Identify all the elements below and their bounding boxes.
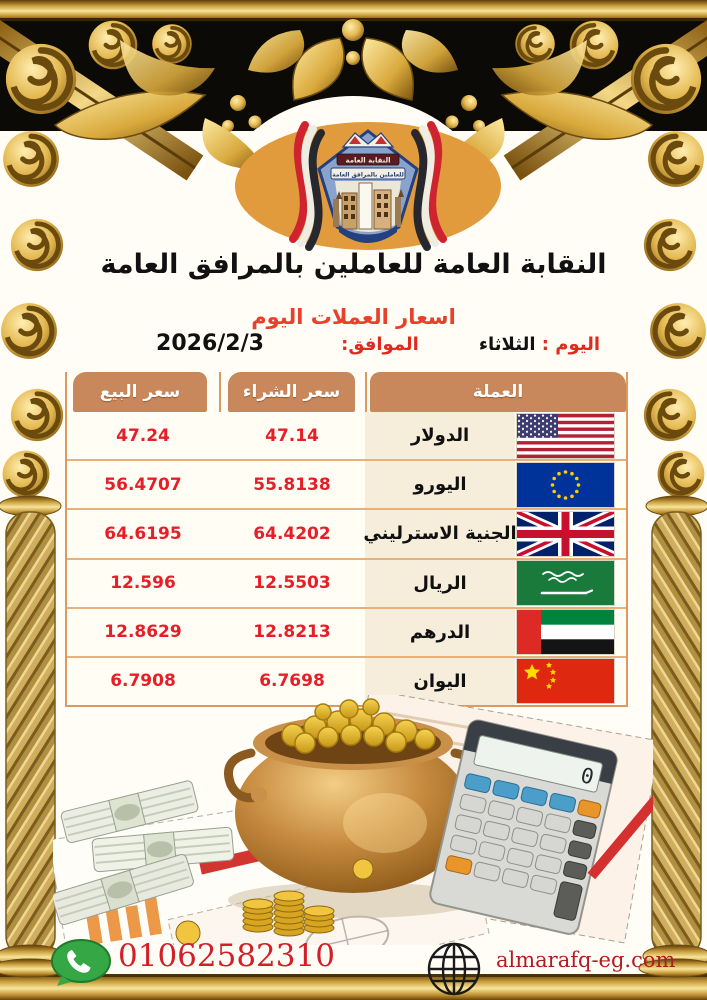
day-label: اليوم : (541, 334, 600, 355)
page-title: النقابة العامة للعاملين بالمرافق العامة (100, 249, 607, 280)
gbp-sell-price: 64.6195 (104, 523, 182, 544)
globe-icon (427, 942, 481, 996)
eur-sell-price: 56.4707 (104, 474, 182, 495)
pencil (587, 788, 653, 880)
day-value: الثلاثاء (478, 334, 536, 355)
gbp-buy-price: 64.4202 (253, 523, 331, 544)
emblem-banner-bottom: للعاملين بالمرافق العامة (332, 172, 404, 179)
flag-ae-icon (517, 610, 614, 655)
eur-currency-name: اليورو (365, 461, 515, 509)
rates-table: سعر البيع سعر الشراء العملة 47.24 47.14 … (65, 372, 630, 708)
table-row-sar: 12.596 12.5503 الريال (67, 559, 626, 609)
union-logo: النقابة العامة للعاملين بالمرافق العامة (235, 121, 501, 251)
column-header-sell: سعر البيع (73, 372, 207, 412)
aed-currency-name: الدرهم (365, 608, 515, 656)
money-illustration: 0 (53, 695, 653, 945)
union-emblem: النقابة العامة للعاملين بالمرافق العامة (317, 129, 419, 243)
calculator-keys (445, 773, 602, 921)
egypt-flag-ribbon-right (411, 121, 447, 251)
table-row-aed: 12.8629 12.8213 الدرهم (67, 608, 626, 658)
usd-sell-price: 47.24 (116, 425, 170, 446)
cny-buy-price: 6.7698 (259, 671, 325, 692)
aed-buy-price: 12.8213 (253, 622, 331, 643)
cny-sell-price: 6.7908 (110, 671, 176, 692)
money-stacks (53, 780, 235, 926)
phone-number[interactable]: 01062582310 (118, 938, 335, 974)
table-row-gbp: 64.6195 64.4202 الجنية الاسترليني (67, 507, 626, 561)
usd-currency-name: الدولار (365, 412, 515, 460)
phone-handset-glyph (67, 950, 91, 973)
gbp-currency-name: الجنية الاسترليني (363, 510, 517, 558)
gold-coins-heap (281, 698, 436, 754)
emblem-banner-top: النقابة العامة (345, 157, 390, 165)
page-subtitle: اسعار العملات اليوم (251, 305, 456, 329)
usd-buy-price: 47.14 (265, 425, 319, 446)
date-match-label: الموافق: (341, 334, 419, 355)
egypt-flag-ribbon-left (289, 121, 325, 251)
sar-sell-price: 12.596 (110, 573, 176, 594)
flag-sa-icon (517, 561, 614, 606)
calculator-display: 0 (578, 763, 596, 789)
emblem-windows (344, 194, 388, 219)
flag-eu-icon (517, 462, 614, 507)
table-border-right (626, 372, 628, 707)
flag-us-icon (517, 413, 614, 458)
aed-sell-price: 12.8629 (104, 622, 182, 643)
table-row-usd: 47.24 47.14 الدولار (67, 412, 626, 462)
table-body: 47.24 47.14 الدولار (67, 412, 626, 708)
whatsapp-icon (51, 939, 111, 986)
arch-scrolls (248, 19, 458, 101)
table-row-eur: 56.4707 55.8138 اليورو (67, 461, 626, 511)
flag-gb-icon (515, 507, 616, 561)
left-column (0, 131, 69, 978)
column-header-buy: سعر الشراء (228, 372, 355, 412)
date-value: 2026/2/3 (156, 331, 264, 356)
column-header-currency: العملة (370, 372, 626, 412)
flag-cn-icon (517, 659, 614, 704)
sar-currency-name: الريال (365, 559, 515, 607)
eur-buy-price: 55.8138 (253, 474, 331, 495)
website-url[interactable]: almarafq-eg.com (496, 948, 676, 972)
calculator: 0 (429, 719, 618, 935)
table-border-left (65, 372, 67, 707)
sar-buy-price: 12.5503 (253, 573, 331, 594)
date-day: اليوم : الثلاثاء (440, 334, 600, 355)
